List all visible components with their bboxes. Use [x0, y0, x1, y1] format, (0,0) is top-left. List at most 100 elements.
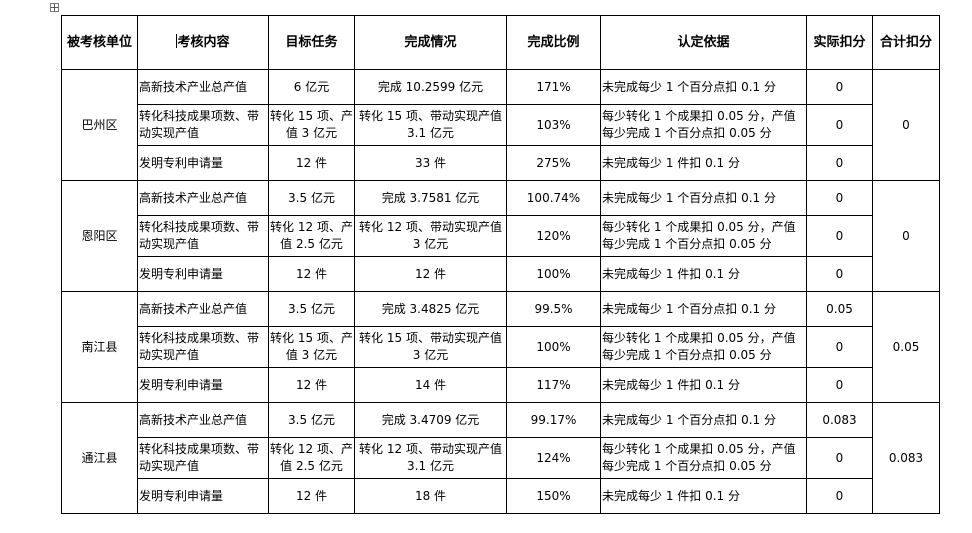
ratio-cell: 99.17% [506, 402, 601, 438]
deduct-cell: 0 [806, 180, 873, 216]
target-cell: 转化 15 项、产值 3 亿元 [268, 326, 355, 368]
ratio-cell: 100% [506, 256, 601, 292]
total-cell: 0 [872, 69, 940, 181]
ratio-cell: 100.74% [506, 180, 601, 216]
content-cell: 高新技术产业总产值 [137, 69, 269, 105]
unit-cell: 南江县 [61, 291, 138, 403]
basis-cell: 未完成每少 1 个百分点扣 0.1 分 [600, 402, 807, 438]
table-row: 南江县 高新技术产业总产值 3.5 亿元 完成 3.4825 亿元 99.5% … [61, 291, 940, 403]
table-row: 转化科技成果项数、带动实现产值 转化 12 项、产值 2.5 亿元 转化 12 … [62, 215, 940, 257]
ratio-cell: 120% [506, 215, 601, 257]
header-target: 目标任务 [268, 15, 355, 70]
total-cell: 0.05 [872, 291, 940, 403]
deduct-cell: 0 [806, 437, 873, 479]
basis-cell: 每少转化 1 个成果扣 0.05 分，产值每少完成 1 个百分点扣 0.05 分 [600, 326, 807, 368]
table-move-handle-icon[interactable] [50, 3, 59, 12]
header-done: 完成情况 [354, 15, 507, 70]
header-deduct: 实际扣分 [806, 15, 873, 70]
ratio-cell: 171% [506, 69, 601, 105]
done-cell: 18 件 [354, 478, 507, 514]
basis-cell: 未完成每少 1 个百分点扣 0.1 分 [600, 69, 807, 105]
deduct-cell: 0 [806, 69, 873, 105]
target-cell: 转化 12 项、产值 2.5 亿元 [268, 437, 355, 479]
basis-cell: 每少转化 1 个成果扣 0.05 分，产值每少完成 1 个百分点扣 0.05 分 [600, 215, 807, 257]
ratio-cell: 103% [506, 104, 601, 146]
basis-cell: 未完成每少 1 件扣 0.1 分 [600, 478, 807, 514]
done-cell: 转化 15 项、带动实现产值 3.1 亿元 [354, 104, 507, 146]
target-cell: 12 件 [268, 367, 355, 403]
target-cell: 3.5 亿元 [268, 402, 355, 438]
ratio-cell: 117% [506, 367, 601, 403]
content-cell: 高新技术产业总产值 [137, 291, 269, 327]
assessment-table: 被考核单位 考核内容 目标任务 完成情况 完成比例 认定依据 实际扣分 合计扣分… [61, 15, 940, 514]
deduct-cell: 0 [806, 326, 873, 368]
table-row: 发明专利申请量 12 件 12 件 100% 未完成每少 1 件扣 0.1 分 … [62, 256, 940, 292]
target-cell: 3.5 亿元 [268, 291, 355, 327]
done-cell: 完成 10.2599 亿元 [354, 69, 507, 105]
done-cell: 12 件 [354, 256, 507, 292]
total-cell: 0 [872, 180, 940, 292]
done-cell: 14 件 [354, 367, 507, 403]
target-cell: 6 亿元 [268, 69, 355, 105]
table-row: 通江县 高新技术产业总产值 3.5 亿元 完成 3.4709 亿元 99.17%… [61, 402, 940, 514]
ratio-cell: 124% [506, 437, 601, 479]
table-row: 发明专利申请量 12 件 33 件 275% 未完成每少 1 件扣 0.1 分 … [62, 145, 940, 181]
ratio-cell: 99.5% [506, 291, 601, 327]
table-row: 转化科技成果项数、带动实现产值 转化 15 项、产值 3 亿元 转化 15 项、… [62, 326, 940, 368]
ratio-cell: 100% [506, 326, 601, 368]
basis-cell: 每少转化 1 个成果扣 0.05 分，产值每少完成 1 个百分点扣 0.05 分 [600, 437, 807, 479]
done-cell: 转化 15 项、带动实现产值 3 亿元 [354, 326, 507, 368]
text-cursor [176, 34, 178, 48]
target-cell: 12 件 [268, 478, 355, 514]
unit-cell: 通江县 [61, 402, 138, 514]
content-cell: 发明专利申请量 [137, 256, 269, 292]
header-unit: 被考核单位 [61, 15, 138, 70]
done-cell: 完成 3.4825 亿元 [354, 291, 507, 327]
done-cell: 转化 12 项、带动实现产值 3 亿元 [354, 215, 507, 257]
content-cell: 转化科技成果项数、带动实现产值 [137, 326, 269, 368]
unit-cell: 恩阳区 [61, 180, 138, 292]
target-cell: 转化 12 项、产值 2.5 亿元 [268, 215, 355, 257]
unit-cell: 巴州区 [61, 69, 138, 181]
table-row: 转化科技成果项数、带动实现产值 转化 15 项、产值 3 亿元 转化 15 项、… [62, 104, 940, 146]
deduct-cell: 0 [806, 256, 873, 292]
table-row: 转化科技成果项数、带动实现产值 转化 12 项、产值 2.5 亿元 转化 12 … [62, 437, 940, 479]
target-cell: 转化 15 项、产值 3 亿元 [268, 104, 355, 146]
content-cell: 转化科技成果项数、带动实现产值 [137, 437, 269, 479]
done-cell: 33 件 [354, 145, 507, 181]
content-cell: 高新技术产业总产值 [137, 180, 269, 216]
done-cell: 完成 3.4709 亿元 [354, 402, 507, 438]
table-row: 发明专利申请量 12 件 14 件 117% 未完成每少 1 件扣 0.1 分 … [62, 367, 940, 403]
header-row: 被考核单位 考核内容 目标任务 完成情况 完成比例 认定依据 实际扣分 合计扣分 [61, 15, 940, 70]
content-cell: 转化科技成果项数、带动实现产值 [137, 215, 269, 257]
table-row: 恩阳区 高新技术产业总产值 3.5 亿元 完成 3.7581 亿元 100.74… [61, 180, 940, 292]
ratio-cell: 275% [506, 145, 601, 181]
content-cell: 发明专利申请量 [137, 478, 269, 514]
deduct-cell: 0.05 [806, 291, 873, 327]
basis-cell: 未完成每少 1 个百分点扣 0.1 分 [600, 291, 807, 327]
content-cell: 发明专利申请量 [137, 145, 269, 181]
content-cell: 转化科技成果项数、带动实现产值 [137, 104, 269, 146]
done-cell: 转化 12 项、带动实现产值 3.1 亿元 [354, 437, 507, 479]
deduct-cell: 0 [806, 478, 873, 514]
basis-cell: 未完成每少 1 件扣 0.1 分 [600, 145, 807, 181]
header-content-label: 考核内容 [177, 35, 230, 50]
target-cell: 3.5 亿元 [268, 180, 355, 216]
deduct-cell: 0.083 [806, 402, 873, 438]
deduct-cell: 0 [806, 215, 873, 257]
basis-cell: 未完成每少 1 个百分点扣 0.1 分 [600, 180, 807, 216]
total-cell: 0.083 [872, 402, 940, 514]
basis-cell: 未完成每少 1 件扣 0.1 分 [600, 367, 807, 403]
content-cell: 高新技术产业总产值 [137, 402, 269, 438]
content-cell: 发明专利申请量 [137, 367, 269, 403]
table-row: 巴州区 高新技术产业总产值 6 亿元 完成 10.2599 亿元 171% 未完… [61, 69, 940, 181]
target-cell: 12 件 [268, 256, 355, 292]
header-content: 考核内容 [137, 15, 269, 70]
basis-cell: 未完成每少 1 件扣 0.1 分 [600, 256, 807, 292]
basis-cell: 每少转化 1 个成果扣 0.05 分，产值每少完成 1 个百分点扣 0.05 分 [600, 104, 807, 146]
done-cell: 完成 3.7581 亿元 [354, 180, 507, 216]
header-total: 合计扣分 [872, 15, 940, 70]
deduct-cell: 0 [806, 104, 873, 146]
ratio-cell: 150% [506, 478, 601, 514]
table-row: 发明专利申请量 12 件 18 件 150% 未完成每少 1 件扣 0.1 分 … [62, 478, 940, 514]
